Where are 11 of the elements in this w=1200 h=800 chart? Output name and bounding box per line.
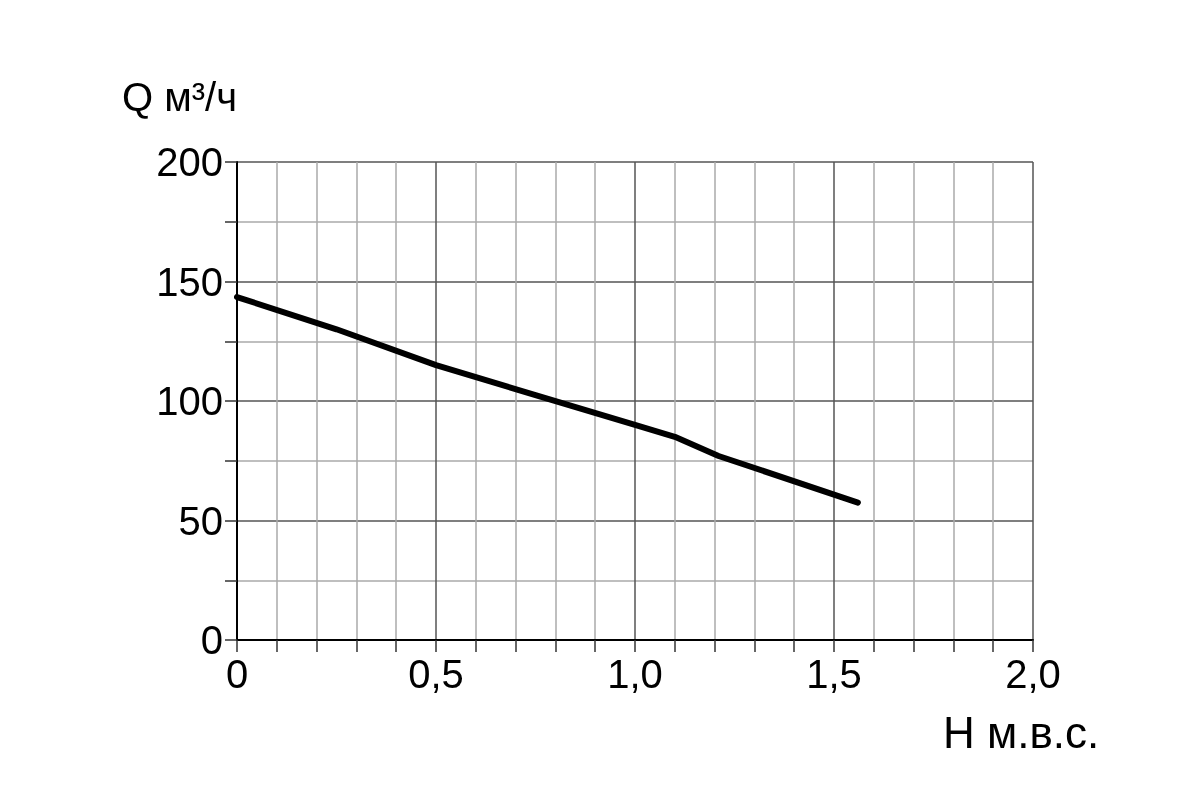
x-tick-label: 1,0 [607, 652, 663, 696]
y-tick-label: 100 [156, 379, 223, 423]
x-tick-label: 0,5 [408, 652, 464, 696]
x-axis-title: H м.в.с. [943, 707, 1100, 757]
x-tick-label: 2,0 [1005, 652, 1061, 696]
y-tick-label: 150 [156, 259, 223, 304]
y-tick-label: 0 [200, 618, 223, 662]
y-tick-label: 200 [156, 140, 223, 184]
y-tick-label: 50 [178, 498, 223, 543]
y-axis-title: Q м³/ч [122, 75, 237, 119]
x-tick-label: 1,5 [806, 652, 862, 696]
